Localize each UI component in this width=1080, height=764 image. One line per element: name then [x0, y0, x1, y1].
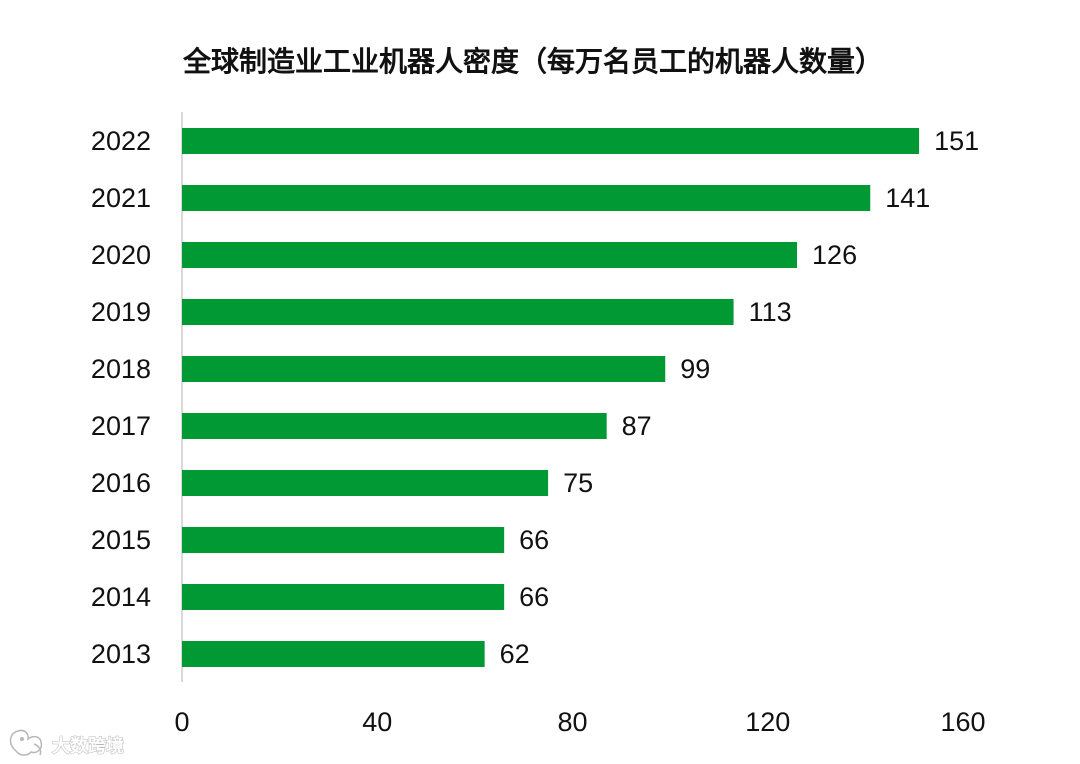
bar-2016 — [182, 470, 549, 496]
value-label-2021: 141 — [885, 183, 930, 213]
value-label-2018: 99 — [680, 354, 710, 384]
category-labels: 2022 2021 2020 2019 2018 2017 2016 2015 2014 2013 — [91, 126, 151, 669]
bar-2018 — [182, 356, 666, 382]
value-label-2022: 151 — [934, 126, 979, 156]
watermark: 大数跨境 — [9, 729, 125, 758]
category-label-2021: 2021 — [91, 183, 151, 213]
elephant-logo-icon — [9, 729, 43, 756]
value-label-2015: 66 — [519, 525, 549, 555]
value-label-2016: 75 — [563, 468, 593, 498]
x-tick-label-160: 160 — [940, 707, 985, 737]
bars-layer — [182, 128, 920, 667]
bar-2021 — [182, 185, 871, 211]
bar-2019 — [182, 299, 734, 325]
category-label-2018: 2018 — [91, 354, 151, 384]
category-label-2014: 2014 — [91, 582, 151, 612]
x-tick-label-120: 120 — [745, 707, 790, 737]
value-label-2019: 113 — [749, 297, 792, 327]
x-axis-ticks: 0 40 80 120 160 — [174, 707, 985, 737]
value-label-2014: 66 — [519, 582, 549, 612]
value-label-2017: 87 — [622, 411, 652, 441]
bar-2017 — [182, 413, 607, 439]
category-label-2017: 2017 — [91, 411, 151, 441]
category-label-2019: 2019 — [91, 297, 151, 327]
bar-2022 — [182, 128, 920, 154]
watermark-text: 大数跨境 — [52, 735, 124, 757]
category-label-2020: 2020 — [91, 240, 151, 270]
x-tick-label-0: 0 — [174, 707, 189, 737]
x-tick-label-40: 40 — [362, 707, 392, 737]
value-label-2020: 126 — [812, 240, 857, 270]
category-label-2016: 2016 — [91, 468, 151, 498]
x-tick-label-80: 80 — [557, 707, 587, 737]
bar-2015 — [182, 527, 505, 553]
category-label-2015: 2015 — [91, 525, 151, 555]
bar-2020 — [182, 242, 798, 268]
chart-title: 全球制造业工业机器人密度（每万名员工的机器人数量） — [182, 45, 883, 78]
category-label-2013: 2013 — [91, 639, 151, 669]
bar-2014 — [182, 584, 505, 610]
value-label-2013: 62 — [500, 639, 530, 669]
bar-2013 — [182, 641, 485, 667]
category-label-2022: 2022 — [91, 126, 151, 156]
